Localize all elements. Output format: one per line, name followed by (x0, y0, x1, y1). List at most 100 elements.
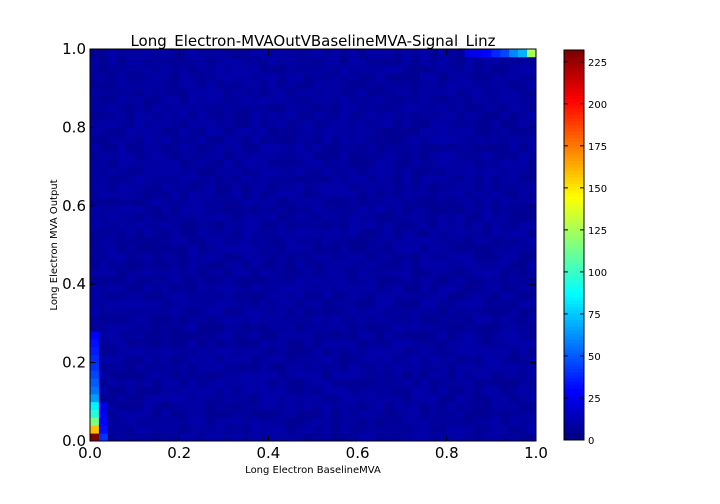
heatmap-cell (420, 378, 430, 387)
heatmap-cell (509, 221, 519, 230)
heatmap-cell (107, 299, 118, 309)
heatmap-cell (161, 49, 171, 58)
heatmap-cell (384, 370, 394, 379)
heatmap-cell (464, 135, 474, 144)
heatmap-cell (491, 425, 501, 434)
heatmap-cell (402, 197, 412, 207)
heatmap-cell (446, 213, 457, 222)
heatmap-cell (152, 245, 162, 254)
heatmap-cell (428, 331, 439, 340)
heatmap-cell (214, 56, 225, 66)
heatmap-cell (402, 362, 412, 371)
colorbar-segment (564, 163, 584, 168)
heatmap-cell (500, 119, 510, 128)
heatmap-cell (90, 299, 100, 309)
colorbar-segment (564, 427, 584, 431)
heatmap-cell (143, 401, 153, 411)
heatmap-cell (161, 362, 171, 371)
heatmap-cell (152, 386, 162, 395)
heatmap-cell (277, 315, 287, 324)
heatmap-cell (152, 299, 162, 309)
heatmap-cell (161, 80, 171, 89)
heatmap-cell (313, 245, 323, 254)
heatmap-cell (393, 393, 403, 403)
heatmap-cell (188, 276, 198, 285)
heatmap-cell (473, 292, 483, 301)
heatmap-cell (428, 119, 439, 128)
colorbar-segment (564, 105, 584, 109)
heatmap-cell (143, 237, 153, 246)
heatmap-cell (446, 346, 457, 356)
heatmap-cell (161, 205, 171, 215)
heatmap-cell (348, 119, 358, 128)
heatmap-cell (286, 417, 296, 426)
heatmap-cell (161, 182, 171, 191)
colorbar-segment (564, 95, 584, 100)
heatmap-cell (393, 103, 403, 113)
heatmap-cell (188, 221, 198, 230)
heatmap-cell (134, 103, 144, 113)
heatmap-cell (286, 409, 296, 418)
heatmap-cell (313, 260, 323, 269)
heatmap-cell (223, 96, 234, 105)
heatmap-cell (161, 237, 171, 246)
heatmap-cell (161, 354, 171, 363)
heatmap-cell (214, 276, 225, 285)
heatmap-cell (197, 315, 207, 324)
heatmap-cell (339, 425, 350, 434)
heatmap-cell (107, 315, 118, 324)
colorbar-segment (564, 277, 584, 282)
heatmap-cell (473, 362, 483, 371)
heatmap-cell (161, 119, 171, 128)
heatmap-cell (304, 425, 314, 434)
heatmap-cell (197, 88, 207, 97)
heatmap-cell (188, 135, 198, 144)
heatmap-cell (366, 158, 376, 167)
heatmap-cell (268, 245, 278, 254)
heatmap-cell (214, 354, 225, 363)
heatmap-cell (232, 292, 243, 301)
heatmap-cell (116, 268, 127, 277)
heatmap-cell (330, 111, 341, 120)
heatmap-cell (259, 237, 269, 246)
heatmap-cell (437, 229, 448, 238)
heatmap-cell (241, 299, 251, 309)
heatmap-cell (357, 401, 367, 411)
heatmap-cell (455, 393, 466, 403)
heatmap-cell (375, 268, 385, 277)
heatmap-cell (250, 96, 260, 105)
heatmap-cell (179, 276, 189, 285)
heatmap-cell (286, 354, 296, 363)
heatmap-cell (500, 362, 510, 371)
heatmap-cell (348, 299, 358, 309)
heatmap-cell (518, 292, 528, 301)
heatmap-cell (527, 409, 537, 418)
heatmap-cell (223, 166, 234, 175)
heatmap-cell (277, 197, 287, 207)
heatmap-cell (500, 378, 510, 387)
heatmap-cell (179, 245, 189, 254)
heatmap-cell (402, 64, 412, 73)
heatmap-cell (321, 433, 332, 442)
heatmap-cell (375, 425, 385, 434)
heatmap-cell (107, 72, 118, 81)
heatmap-cell (500, 127, 510, 136)
heatmap-cell (366, 252, 376, 262)
heatmap-cell (446, 158, 457, 167)
heatmap-cell (170, 362, 180, 371)
heatmap-cell (179, 182, 189, 191)
colorbar-segment (564, 50, 584, 54)
heatmap-cell (366, 386, 376, 395)
heatmap-cell (90, 182, 100, 191)
colorbar-segment (564, 381, 584, 386)
heatmap-cell (428, 64, 439, 73)
heatmap-cell (214, 143, 225, 152)
heatmap-cell (286, 205, 296, 215)
heatmap-cell (170, 417, 180, 426)
heatmap-cell (321, 260, 332, 269)
heatmap-cell (393, 417, 403, 426)
heatmap-cell (170, 252, 180, 262)
heatmap-cell (188, 119, 198, 128)
heatmap-cell (482, 111, 492, 120)
heatmap-cell (259, 166, 269, 175)
